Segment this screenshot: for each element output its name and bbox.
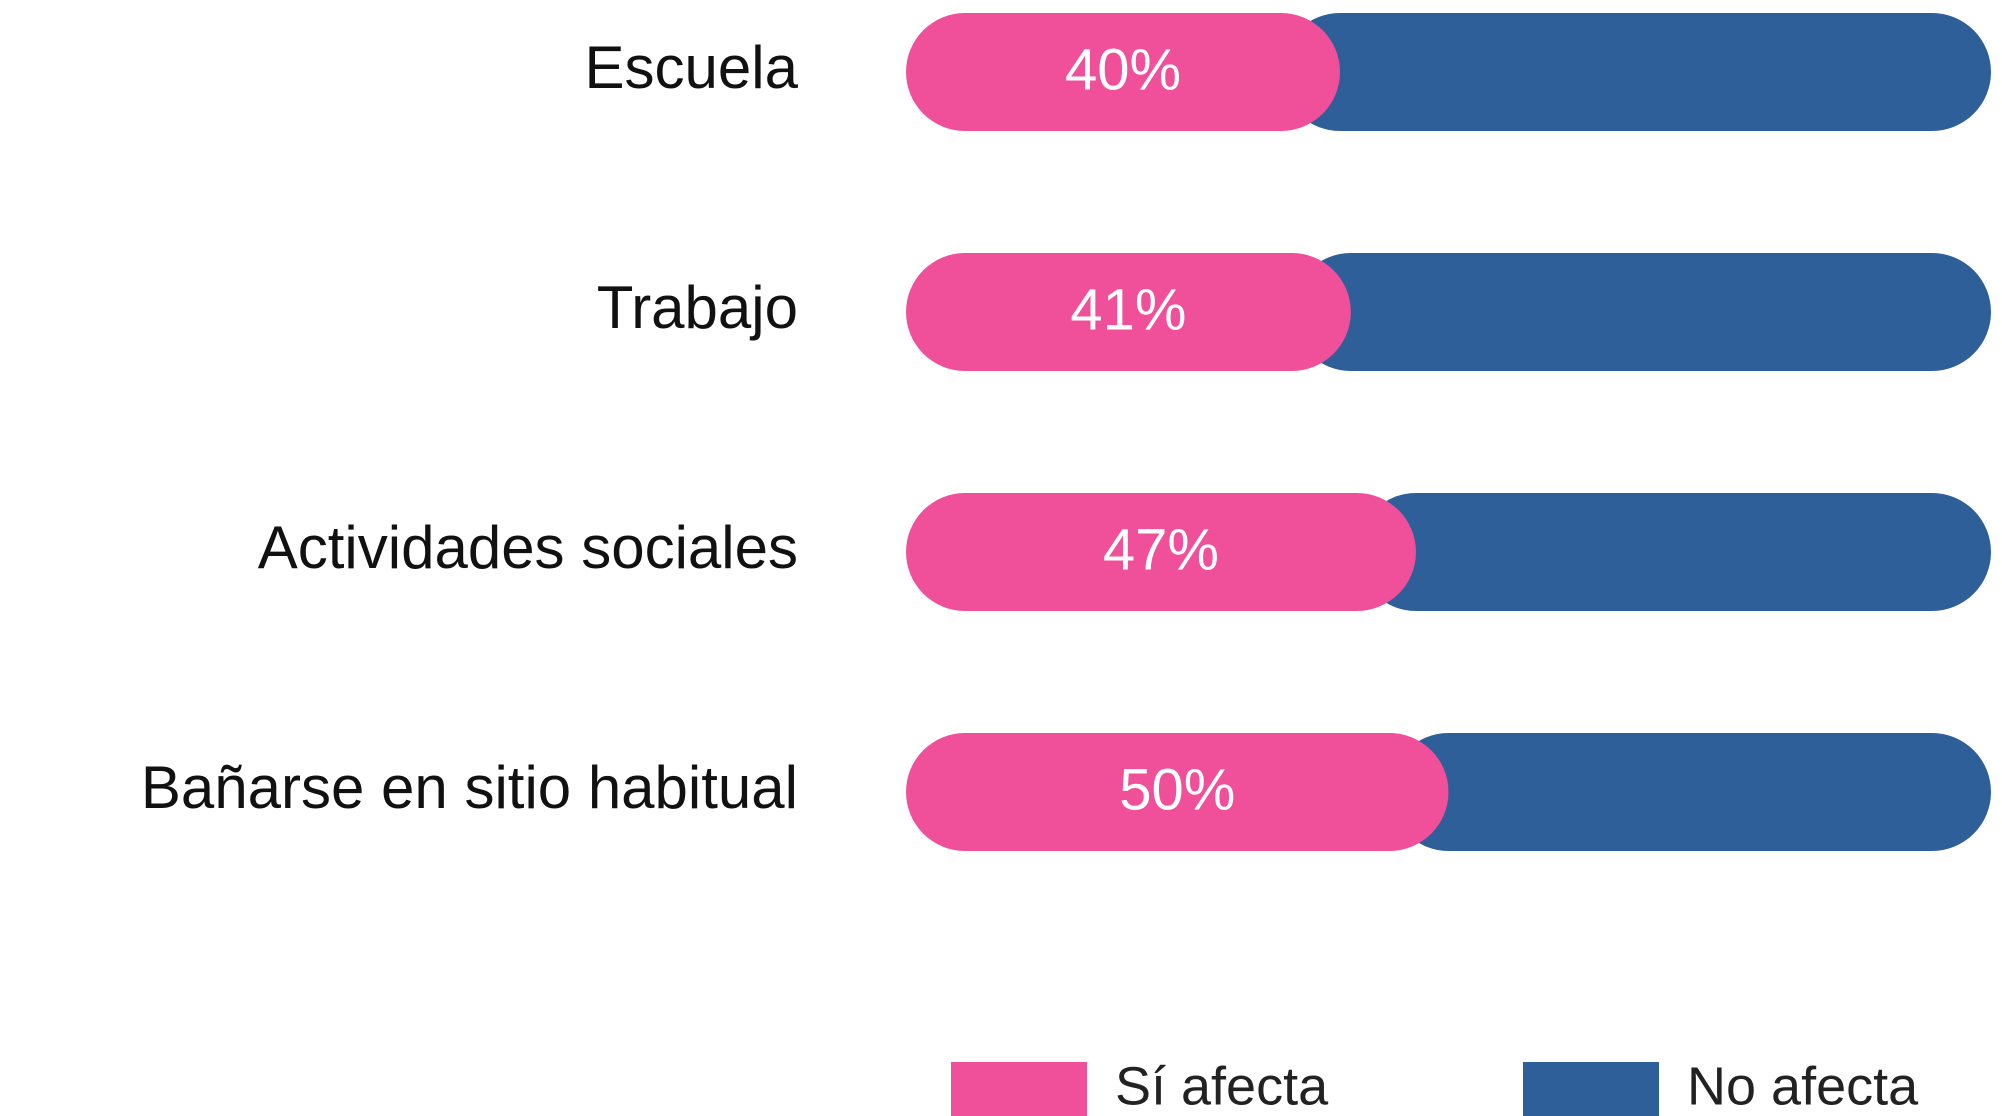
category-label: Escuela: [585, 34, 799, 101]
value-label: 41%: [1070, 277, 1186, 342]
category-label: Actividades sociales: [258, 514, 798, 581]
legend-swatch: [951, 1062, 1087, 1116]
bar-segment: [906, 733, 1449, 851]
bar-segment: [906, 493, 1416, 611]
bar-segment: [1389, 733, 1991, 851]
legend-label: Sí afecta: [1115, 1056, 1329, 1116]
value-label: 47%: [1103, 517, 1219, 582]
bar-segment: [1356, 493, 1991, 611]
bar-segment: [906, 253, 1351, 371]
value-label: 50%: [1119, 757, 1235, 822]
bar-segment: [906, 13, 1340, 131]
legend-swatch: [1523, 1062, 1659, 1116]
legend-label: No afecta: [1687, 1056, 1919, 1116]
value-label: 40%: [1065, 37, 1181, 102]
category-label: Trabajo: [597, 274, 798, 341]
bar-segment: [1291, 253, 1991, 371]
category-label: Bañarse en sitio habitual: [141, 754, 798, 821]
bar-segment: [1281, 13, 1991, 131]
